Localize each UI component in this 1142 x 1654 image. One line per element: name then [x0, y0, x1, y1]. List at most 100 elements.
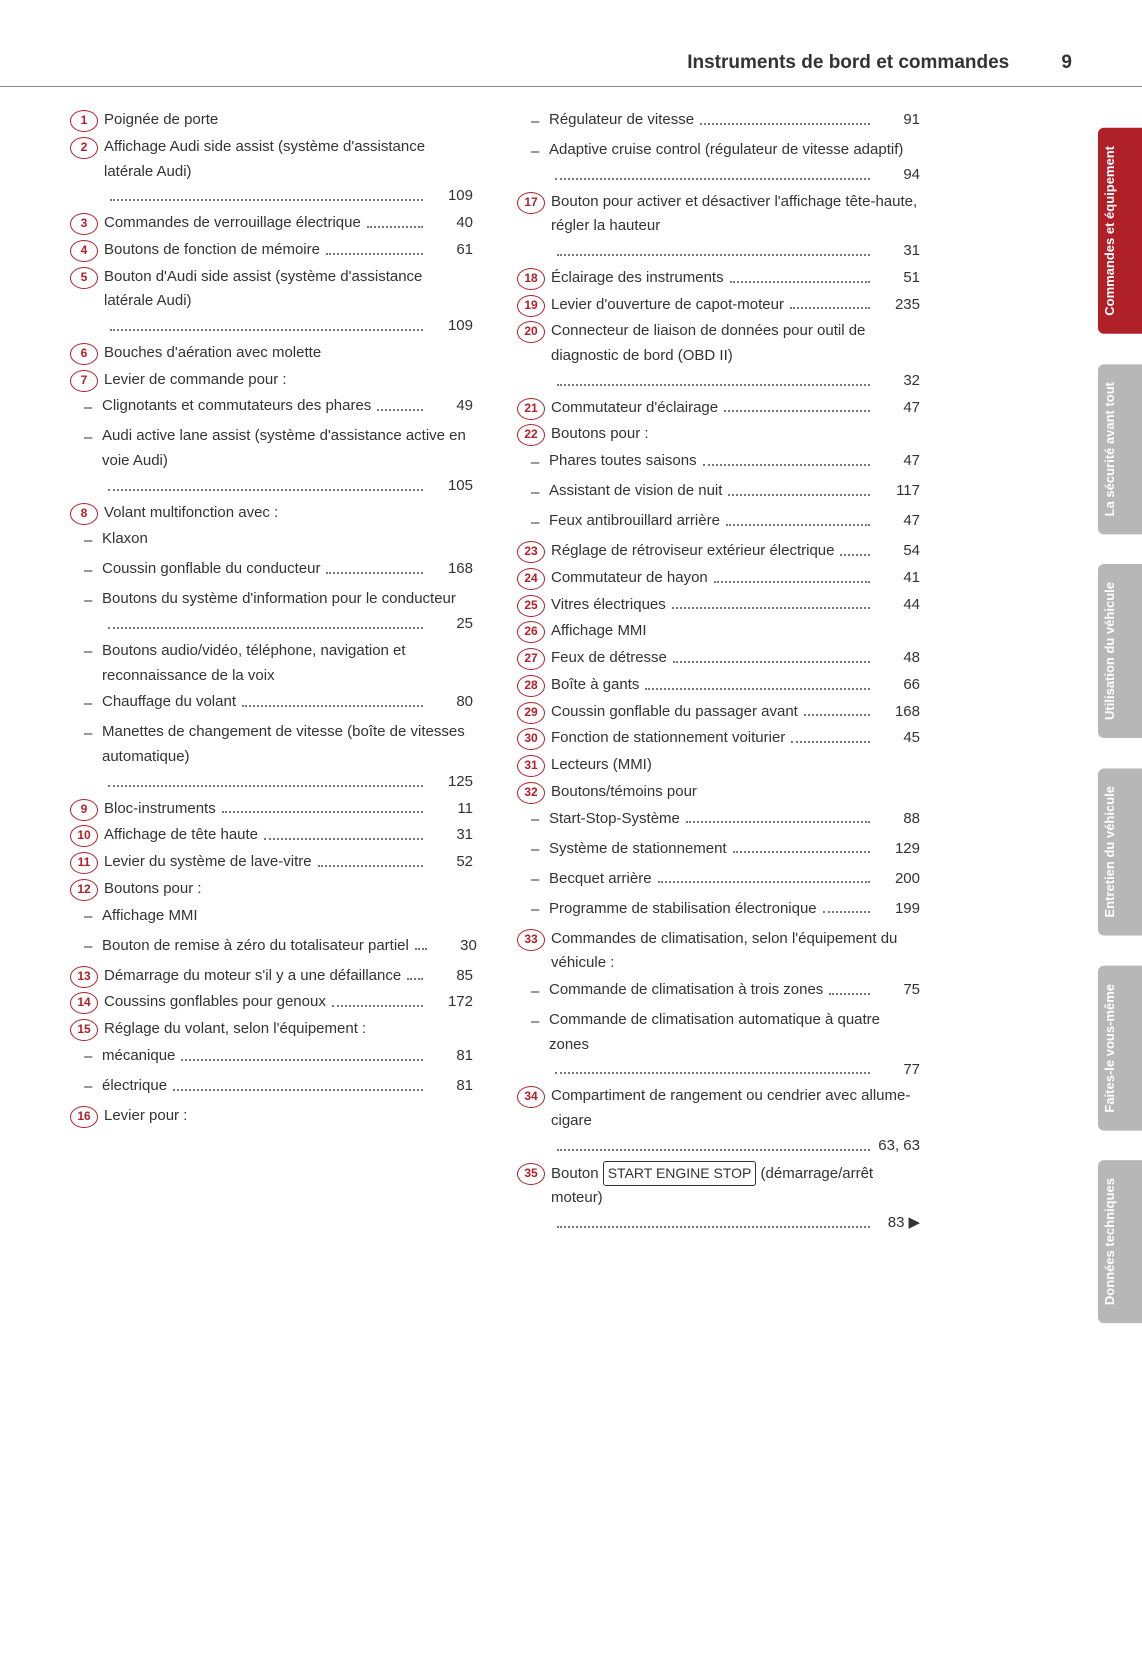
entry-page: 45	[876, 726, 920, 751]
dash-marker: –	[531, 867, 547, 895]
toc-entry: 13Démarrage du moteur s'il y a une défai…	[70, 964, 473, 989]
dash-marker: –	[531, 837, 547, 865]
entry-body: Affichage MMI	[102, 904, 473, 929]
dotted-leader	[326, 240, 423, 255]
entry-page: 40	[429, 211, 473, 236]
dotted-leader	[672, 594, 870, 609]
dotted-leader	[367, 213, 423, 228]
dash-marker: –	[531, 138, 547, 166]
toc-entry: 6 Bouches d'aération avec molette	[70, 341, 473, 366]
entry-text: Boîte à gants	[551, 673, 639, 698]
entry-page: 32	[876, 369, 920, 394]
toc-entry: 8Volant multifonction avec :	[70, 501, 473, 526]
entry-body: Feux antibrouillard arrière47	[549, 509, 920, 534]
dotted-leader	[557, 1213, 870, 1228]
entry-page: 91	[876, 108, 920, 133]
dash-marker: –	[531, 108, 547, 136]
dash-marker: –	[84, 690, 100, 718]
dotted-leader	[407, 965, 423, 980]
entry-text: Réglage du volant, selon l'équipement :	[104, 1017, 366, 1042]
entry-body: Feux de détresse48	[551, 646, 920, 671]
entry-body: Audi active lane assist (système d'assis…	[102, 424, 473, 498]
toc-subentry: –Boutons du système d'information pour l…	[70, 587, 473, 637]
toc-entry: 33Commandes de climatisation, selon l'éq…	[517, 927, 920, 977]
toc-column-right: –Régulateur de vitesse91–Adaptive cruise…	[517, 108, 920, 1238]
circled-number: 12	[70, 879, 98, 901]
toc-entry: 28Boîte à gants66	[517, 673, 920, 698]
circled-number: 19	[517, 295, 545, 317]
entry-page: 199	[876, 897, 920, 922]
entry-text: Boutons pour :	[104, 877, 202, 902]
side-tab[interactable]: Commandes et équipement	[1098, 128, 1142, 334]
dash-marker: –	[84, 587, 100, 615]
toc-subentry: –Régulateur de vitesse91	[517, 108, 920, 136]
circled-number: 34	[517, 1086, 545, 1108]
side-tab[interactable]: Faites-le vous-même	[1098, 966, 1142, 1131]
entry-text: Bouches d'aération avec molette	[104, 341, 321, 366]
circled-number: 33	[517, 929, 545, 951]
entry-page: 83▶	[876, 1211, 920, 1236]
toc-entry: 31Lecteurs (MMI)	[517, 753, 920, 778]
toc-entry: 24Commutateur de hayon41	[517, 566, 920, 591]
circled-number: 8	[70, 503, 98, 525]
entry-page: 109	[429, 184, 473, 209]
circled-number: 6	[70, 343, 98, 365]
entry-page: 25	[429, 612, 473, 637]
entry-page: 172	[429, 990, 473, 1015]
dotted-leader	[658, 868, 870, 883]
page-number: 9	[1061, 52, 1072, 74]
entry-body: Levier du système de lave-vitre52	[104, 850, 473, 875]
toc-entry: 19Levier d'ouverture de capot-moteur235	[517, 293, 920, 318]
circled-number: 22	[517, 424, 545, 446]
side-tab[interactable]: La sécurité avant tout	[1098, 364, 1142, 534]
toc-entry: 7Levier de commande pour :	[70, 368, 473, 393]
entry-text: Commutateur d'éclairage	[551, 396, 718, 421]
entry-text: Système de stationnement	[549, 837, 727, 862]
entry-text: Commutateur de hayon	[551, 566, 708, 591]
dash-marker: –	[84, 934, 100, 962]
entry-page: 52	[429, 850, 473, 875]
dash-marker: –	[84, 394, 100, 422]
toc-entry: 17Bouton pour activer et désactiver l'af…	[517, 190, 920, 264]
entry-text: Levier pour :	[104, 1104, 187, 1129]
entry-text: Boutons/témoins pour	[551, 780, 697, 805]
entry-body: Boutons pour :	[104, 877, 473, 902]
toc-entry: 12 Boutons pour :	[70, 877, 473, 902]
toc-entry: 14Coussins gonflables pour genoux172	[70, 990, 473, 1015]
entry-text: Affichage de tête haute	[104, 823, 258, 848]
dotted-leader	[332, 992, 423, 1007]
circled-number: 23	[517, 541, 545, 563]
toc-subentry: –Bouton de remise à zéro du totalisateur…	[70, 934, 473, 962]
dotted-leader	[326, 559, 423, 574]
entry-text: Audi active lane assist (système d'assis…	[102, 424, 473, 474]
entry-body: Connecteur de liaison de données pour ou…	[551, 319, 920, 393]
entry-body: Manettes de changement de vitesse (boîte…	[102, 720, 473, 794]
circled-number: 35	[517, 1163, 545, 1185]
entry-page: 117	[876, 479, 920, 504]
entry-page: 75	[876, 978, 920, 1003]
entry-body: Start-Stop-Système88	[549, 807, 920, 832]
entry-body: Compartiment de rangement ou cendrier av…	[551, 1084, 920, 1158]
entry-page: 168	[876, 700, 920, 725]
side-tab[interactable]: Entretien du véhicule	[1098, 768, 1142, 935]
toc-subentry: –électrique81	[70, 1074, 473, 1102]
entry-body: Adaptive cruise control (régulateur de v…	[549, 138, 920, 188]
entry-body: Coussins gonflables pour genoux172	[104, 990, 473, 1015]
toc-subentry: –Commande de climatisation automatique à…	[517, 1008, 920, 1082]
toc-entry: 4Boutons de fonction de mémoire61	[70, 238, 473, 263]
dash-marker: –	[84, 720, 100, 748]
dash-marker: –	[84, 424, 100, 452]
entry-body: Bouches d'aération avec molette	[104, 341, 473, 366]
entry-page: 11	[429, 797, 473, 822]
entry-text: Commandes de verrouillage électrique	[104, 211, 361, 236]
dash-marker: –	[531, 479, 547, 507]
dotted-leader	[840, 541, 870, 556]
entry-text: Adaptive cruise control (régulateur de v…	[549, 138, 903, 163]
toc-subentry: –Système de stationnement129	[517, 837, 920, 865]
side-tab[interactable]: Données techniques	[1098, 1160, 1142, 1323]
entry-text: Réglage de rétroviseur extérieur électri…	[551, 539, 834, 564]
side-tab[interactable]: Utilisation du véhicule	[1098, 564, 1142, 738]
entry-body: Phares toutes saisons47	[549, 449, 920, 474]
toc-subentry: –Becquet arrière200	[517, 867, 920, 895]
entry-page: 125	[429, 770, 473, 795]
